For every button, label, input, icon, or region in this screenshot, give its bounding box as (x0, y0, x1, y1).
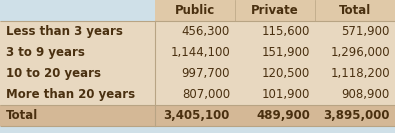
Bar (235, 0, 315, 21)
Bar (315, 42, 395, 63)
Text: Public: Public (175, 4, 215, 17)
Bar (315, 0, 395, 21)
Text: 1,118,200: 1,118,200 (330, 67, 390, 80)
Text: 151,900: 151,900 (261, 46, 310, 59)
Text: 908,900: 908,900 (342, 88, 390, 101)
Text: 3,405,100: 3,405,100 (164, 109, 230, 122)
Bar (0, 0, 155, 21)
Text: 489,900: 489,900 (256, 109, 310, 122)
Bar (0, 21, 155, 42)
Text: Total: Total (339, 4, 371, 17)
Text: 115,600: 115,600 (261, 25, 310, 38)
Bar (235, 105, 315, 126)
Bar (155, 105, 235, 126)
Bar (235, 63, 315, 84)
Bar (315, 21, 395, 42)
Text: Private: Private (251, 4, 299, 17)
Bar (315, 84, 395, 105)
Bar (155, 84, 235, 105)
Text: 3,895,000: 3,895,000 (324, 109, 390, 122)
Text: 456,300: 456,300 (182, 25, 230, 38)
Bar (235, 84, 315, 105)
Text: 10 to 20 years: 10 to 20 years (6, 67, 101, 80)
Text: 1,296,000: 1,296,000 (330, 46, 390, 59)
Text: Total: Total (6, 109, 38, 122)
Text: 997,700: 997,700 (181, 67, 230, 80)
Bar (0, 63, 155, 84)
Bar (155, 42, 235, 63)
Text: Less than 3 years: Less than 3 years (6, 25, 123, 38)
Text: 101,900: 101,900 (261, 88, 310, 101)
Text: 1,144,100: 1,144,100 (170, 46, 230, 59)
Text: More than 20 years: More than 20 years (6, 88, 135, 101)
Text: 3 to 9 years: 3 to 9 years (6, 46, 85, 59)
Text: 571,900: 571,900 (342, 25, 390, 38)
Bar (0, 84, 155, 105)
Text: 120,500: 120,500 (262, 67, 310, 80)
Bar (155, 63, 235, 84)
Bar (315, 105, 395, 126)
Bar (315, 63, 395, 84)
Text: 807,000: 807,000 (182, 88, 230, 101)
Bar (155, 21, 235, 42)
Bar (0, 105, 155, 126)
Bar (235, 42, 315, 63)
Bar (155, 0, 235, 21)
Bar (0, 42, 155, 63)
Bar (235, 21, 315, 42)
